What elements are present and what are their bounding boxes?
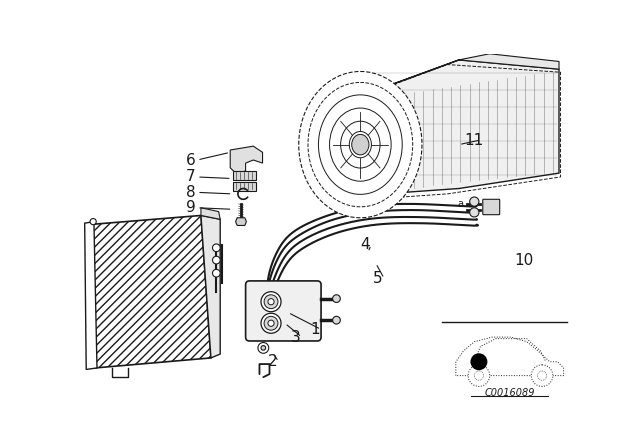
Polygon shape [84,222,97,370]
Bar [232,171,255,180]
Circle shape [261,345,266,350]
Polygon shape [230,146,262,174]
Circle shape [531,365,553,386]
Circle shape [212,269,220,277]
Circle shape [212,256,220,264]
Circle shape [264,295,278,309]
Text: 2: 2 [268,354,277,369]
Circle shape [470,197,479,206]
Ellipse shape [299,72,422,218]
Polygon shape [349,60,559,196]
Text: 10: 10 [515,253,534,267]
FancyBboxPatch shape [246,281,321,341]
Polygon shape [236,218,246,225]
Circle shape [261,292,281,312]
Text: 4: 4 [360,237,370,252]
Text: 6: 6 [186,152,196,168]
Circle shape [212,244,220,252]
Circle shape [333,316,340,324]
Ellipse shape [352,134,369,155]
Circle shape [470,353,488,370]
Text: 7: 7 [186,169,196,185]
Polygon shape [201,215,220,358]
Text: 3: 3 [291,330,301,345]
Circle shape [268,320,274,326]
Bar [232,181,255,191]
Polygon shape [201,208,220,220]
Text: 9: 9 [186,200,196,215]
Circle shape [333,295,340,302]
Circle shape [468,365,490,386]
Circle shape [268,299,274,305]
Circle shape [470,208,479,217]
Text: C0016089: C0016089 [484,388,535,397]
Text: 11: 11 [465,133,484,147]
Polygon shape [88,215,211,368]
FancyBboxPatch shape [483,199,500,215]
Text: 5: 5 [373,271,383,286]
Circle shape [264,316,278,330]
Circle shape [474,371,484,380]
Circle shape [258,343,269,353]
Circle shape [538,371,547,380]
Circle shape [90,219,96,225]
Polygon shape [349,54,559,100]
Circle shape [261,313,281,333]
Text: a: a [458,199,463,209]
Text: 8: 8 [186,185,196,200]
Text: 1: 1 [310,322,320,337]
